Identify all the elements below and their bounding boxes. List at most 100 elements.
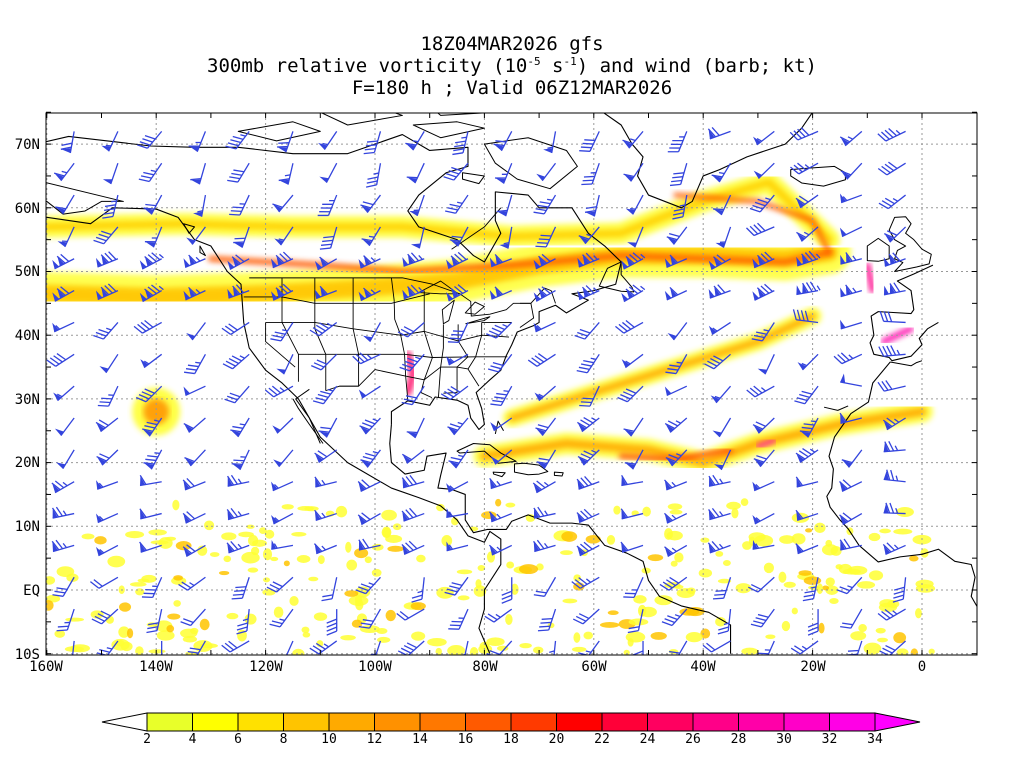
- barb-pennant: [624, 429, 634, 437]
- barb-flag: [538, 238, 550, 241]
- barb-flag: [632, 284, 642, 293]
- wind-barb: [807, 609, 819, 636]
- barb-flag: [326, 622, 337, 628]
- barb-flag: [224, 642, 235, 651]
- barb-flag: [535, 245, 547, 248]
- barb-shaft: [457, 226, 469, 247]
- barb-half-flag: [326, 322, 333, 327]
- wind-barb: [319, 162, 338, 183]
- barb-flag: [541, 617, 553, 620]
- wind-barb: [707, 541, 731, 554]
- barb-pennant: [801, 254, 808, 264]
- caribbean-coastline: [389, 424, 732, 654]
- vorticity-speck: [441, 535, 453, 547]
- wind-barb: [186, 322, 206, 341]
- wind-barb: [751, 322, 775, 342]
- barb-flag: [672, 176, 683, 179]
- colorbar-cell: [419, 712, 466, 732]
- vorticity-speck: [791, 607, 798, 615]
- wind-barb: [661, 608, 688, 627]
- barb-flag: [147, 455, 158, 458]
- wind-barb: [577, 252, 600, 268]
- vorticity-speck: [779, 535, 795, 544]
- wind-barb: [494, 162, 513, 184]
- wind-barb: [535, 226, 557, 248]
- barb-shaft: [581, 417, 600, 433]
- barb-pennant: [361, 460, 371, 468]
- barb-pennant: [582, 288, 590, 298]
- barb-flag: [623, 596, 635, 599]
- barb-half-flag: [158, 285, 164, 291]
- barb-half-flag: [640, 253, 646, 259]
- vorticity-speck: [126, 628, 134, 639]
- wind-barb: [52, 253, 75, 270]
- barb-flag: [363, 151, 375, 155]
- barb-flag: [221, 644, 231, 653]
- vorticity-speck: [822, 585, 830, 591]
- barb-flag: [446, 588, 458, 593]
- barb-flag: [282, 283, 292, 292]
- barb-flag: [756, 455, 767, 460]
- barb-flag: [147, 286, 157, 295]
- barb-flag: [837, 354, 846, 363]
- barb-half-flag: [279, 618, 285, 622]
- barb-flag: [360, 583, 372, 589]
- colorbar-label: 10: [321, 732, 337, 747]
- barb-flag: [578, 652, 589, 655]
- great-britain: [888, 216, 932, 272]
- wind-barb: [224, 385, 250, 404]
- barb-flag: [317, 214, 329, 217]
- barb-pennant: [497, 211, 508, 217]
- barb-pennant: [402, 478, 408, 488]
- wind-barb: [185, 640, 206, 655]
- barb-pennant: [449, 461, 459, 469]
- iberia-coast: [869, 264, 939, 362]
- barb-pennant: [752, 515, 760, 524]
- wind-barb: [797, 353, 819, 371]
- wind-barb: [623, 417, 644, 437]
- wind-barb: [796, 281, 821, 296]
- barb-flag: [536, 480, 546, 489]
- barb-half-flag: [496, 546, 502, 552]
- wind-barb: [664, 254, 688, 268]
- colorbar-cell: [692, 712, 739, 732]
- barb-shaft: [666, 385, 688, 397]
- barb-pennant: [234, 242, 244, 248]
- lat-label-10s: 10S: [14, 647, 40, 663]
- barb-flag: [801, 253, 810, 263]
- vorticity-speck: [868, 532, 881, 542]
- vorticity-speck: [317, 555, 325, 565]
- barb-half-flag: [544, 542, 549, 549]
- barb-flag: [671, 179, 682, 183]
- barb-half-flag: [237, 543, 243, 549]
- barb-half-flag: [106, 647, 113, 650]
- wind-barb: [266, 576, 294, 593]
- barb-pennant: [489, 290, 497, 300]
- wind-barb: [702, 640, 731, 653]
- barb-flag: [355, 354, 365, 363]
- barb-flag: [880, 131, 890, 140]
- barb-pennant: [363, 288, 371, 298]
- wind-barb: [878, 345, 906, 357]
- barb-shaft: [797, 544, 819, 555]
- barb-flag: [669, 233, 680, 238]
- wind-barb: [326, 609, 338, 636]
- barb-pennant: [625, 208, 636, 215]
- title-line-2-suffix: ) and wind (barb; kt): [576, 55, 817, 77]
- barb-flag: [582, 142, 594, 145]
- barb-flag: [98, 328, 109, 334]
- wind-barb: [882, 417, 906, 431]
- wind-barb: [572, 608, 600, 625]
- barb-shaft: [582, 449, 600, 466]
- barb-pennant: [533, 322, 541, 332]
- vorticity-speck: [457, 595, 470, 601]
- barb-pennant: [101, 145, 111, 152]
- barb-flag: [54, 480, 65, 489]
- barb-shaft: [632, 194, 644, 215]
- wind-barb: [227, 254, 250, 270]
- barb-flag: [409, 507, 418, 517]
- vorticity-speck: [364, 556, 372, 564]
- vorticity-speck: [308, 576, 319, 582]
- wind-barb: [672, 194, 688, 220]
- ireland: [866, 237, 890, 262]
